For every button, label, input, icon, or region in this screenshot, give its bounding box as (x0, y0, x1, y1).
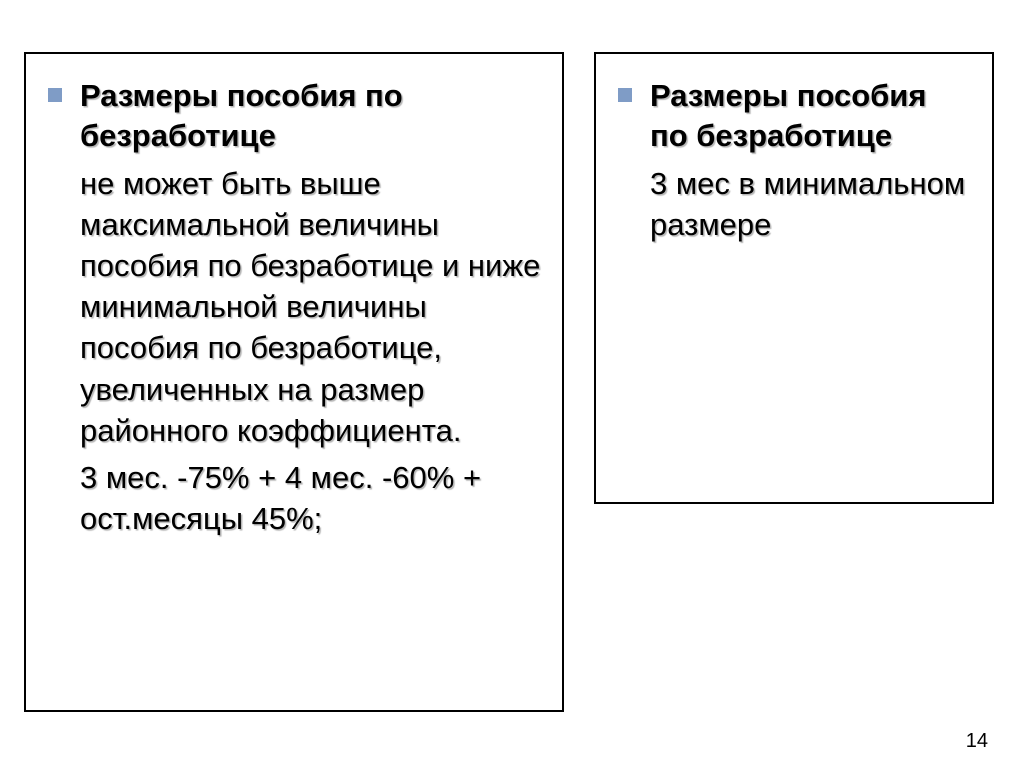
left-heading-item: Размеры пособия по безработице (48, 76, 542, 157)
right-heading: Размеры пособия по безработице (650, 76, 972, 157)
slide: Размеры пособия по безработице не может … (0, 0, 1024, 767)
right-heading-item: Размеры пособия по безработице (618, 76, 972, 157)
left-paragraph-1: не может быть выше максимальной величины… (80, 163, 542, 452)
left-paragraph-2: 3 мес. -75% + 4 мес. -60% + ост.месяцы 4… (80, 457, 542, 539)
left-heading: Размеры пособия по безработице (80, 76, 542, 157)
square-bullet-icon (48, 88, 62, 102)
right-content-box: Размеры пособия по безработице 3 мес в м… (594, 52, 994, 504)
left-content-box: Размеры пособия по безработице не может … (24, 52, 564, 712)
page-number: 14 (966, 730, 988, 753)
square-bullet-icon (618, 88, 632, 102)
right-paragraph-1: 3 мес в минимальном размере (650, 163, 972, 245)
